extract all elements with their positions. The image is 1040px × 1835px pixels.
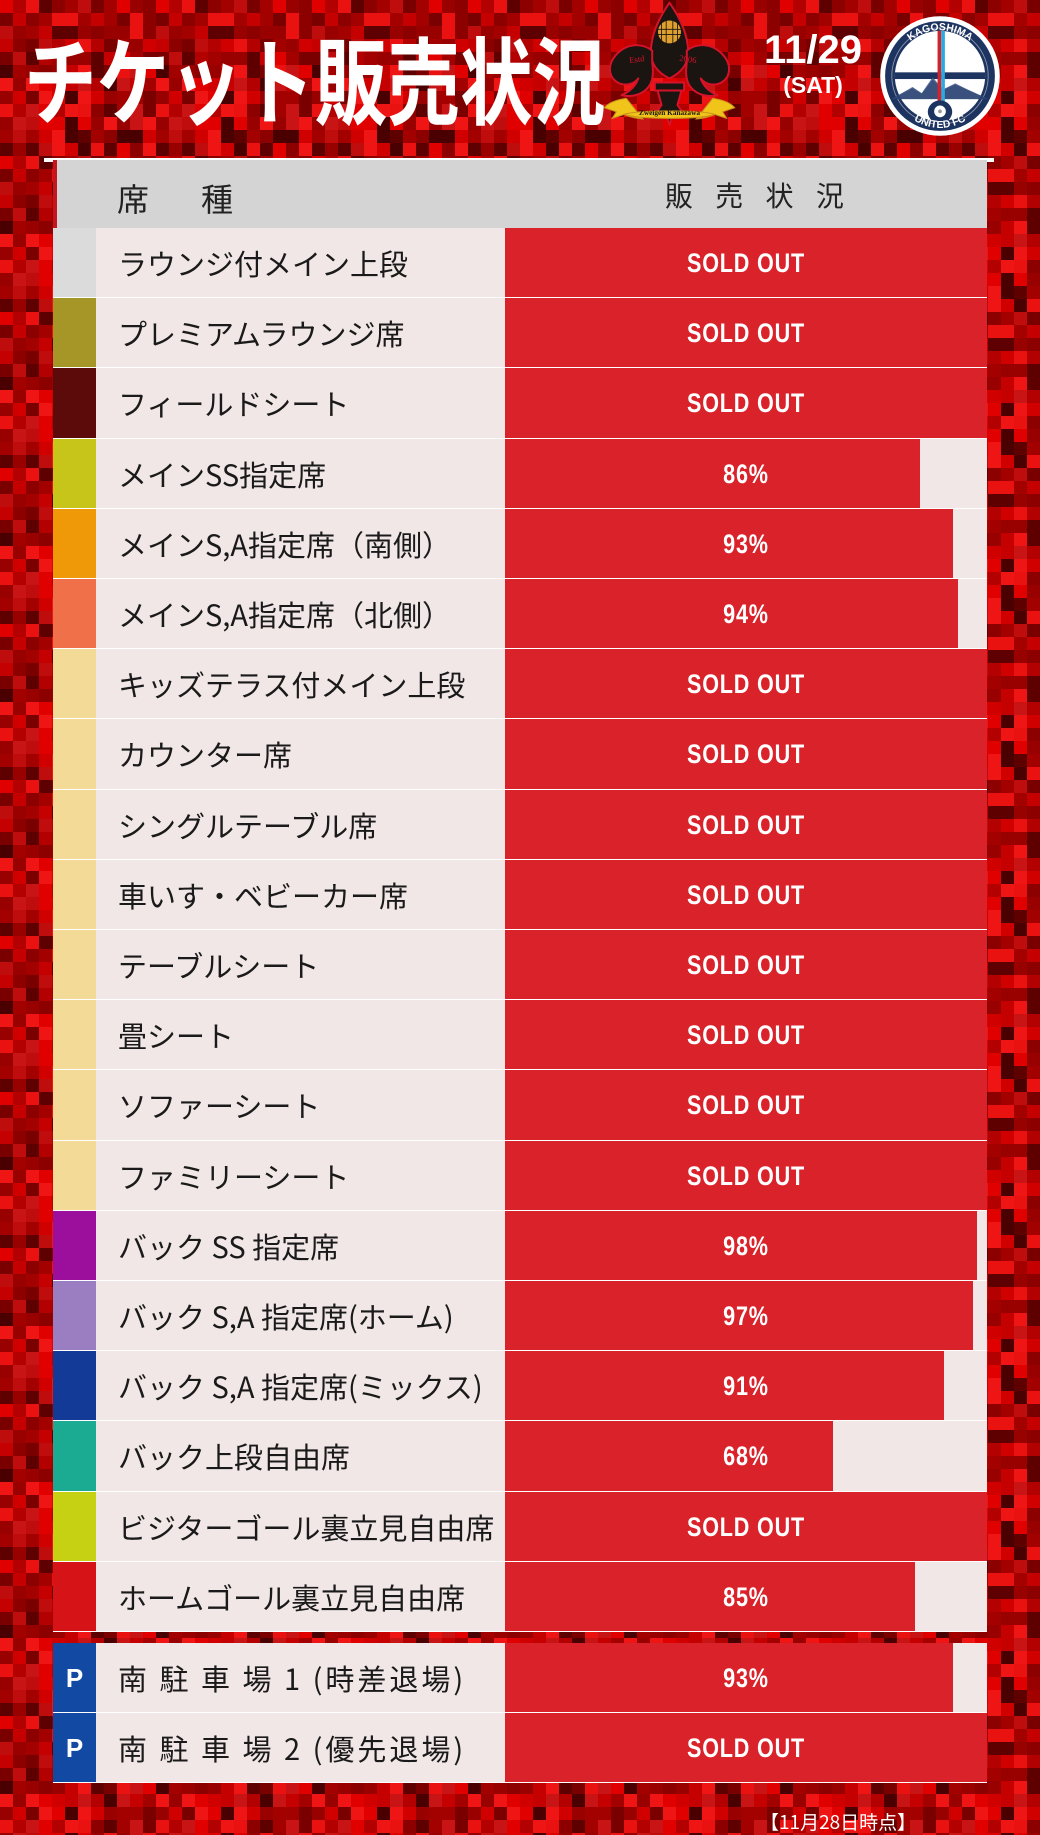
svg-text:Zweigen Kanazawa: Zweigen Kanazawa xyxy=(639,108,700,117)
